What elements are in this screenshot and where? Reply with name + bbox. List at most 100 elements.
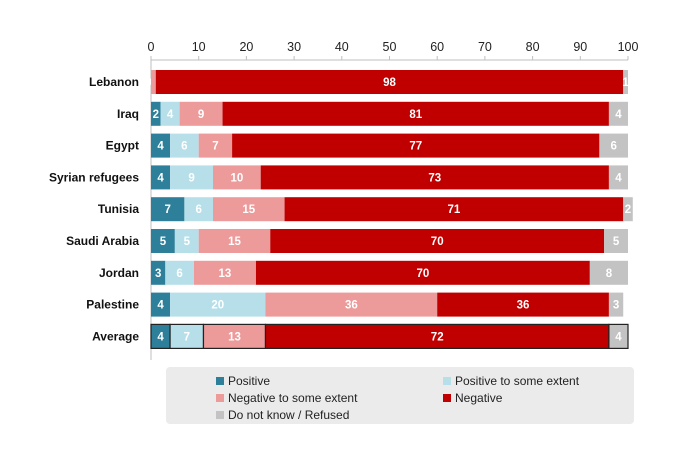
category-label: Palestine bbox=[86, 298, 139, 312]
legend-swatch bbox=[216, 411, 224, 419]
bar-value-label: 13 bbox=[228, 331, 241, 343]
x-tick-label: 50 bbox=[383, 40, 397, 54]
legend-label: Negative to some extent bbox=[228, 391, 358, 405]
bar-value-label: 36 bbox=[345, 300, 358, 312]
x-tick-label: 100 bbox=[618, 40, 639, 54]
bar-value-label: 6 bbox=[195, 204, 201, 216]
bar-segment bbox=[193, 260, 256, 285]
x-tick-label: 30 bbox=[287, 40, 301, 54]
legend-swatch bbox=[443, 377, 451, 385]
bar-value-label: 6 bbox=[176, 268, 182, 280]
bar-segment bbox=[437, 292, 609, 317]
bar-segment bbox=[608, 292, 624, 317]
bar-segment bbox=[255, 260, 590, 285]
x-tick-label: 90 bbox=[573, 40, 587, 54]
bar-value-label: 7 bbox=[212, 141, 218, 153]
bar-value-label: 2 bbox=[153, 109, 159, 121]
bar-segment bbox=[169, 323, 205, 349]
legend-label: Positive bbox=[228, 374, 270, 388]
bar-segment bbox=[151, 260, 166, 285]
bar-value-label: 72 bbox=[431, 331, 444, 343]
bar-segment bbox=[151, 133, 171, 158]
category-label: Syrian refugees bbox=[49, 170, 139, 184]
bar-value-label: 2 bbox=[625, 204, 631, 216]
bars: 0019812498144677764910734761571255157053… bbox=[150, 70, 633, 349]
category-labels: Lebanon Iraq Egypt Syrian refugees Tunisia Sa… bbox=[49, 75, 139, 343]
bar-value-label: 5 bbox=[184, 236, 191, 248]
bar-value-label: 71 bbox=[447, 204, 460, 216]
bar-value-label: 77 bbox=[409, 141, 422, 153]
bar-segment bbox=[151, 229, 175, 253]
x-tick-label: 0 bbox=[148, 40, 155, 54]
bar-segment bbox=[170, 133, 199, 158]
bar-segment bbox=[623, 70, 628, 94]
bar-segment bbox=[160, 101, 180, 126]
category-label: Egypt bbox=[106, 139, 139, 153]
bar-segment bbox=[170, 292, 266, 317]
bar-value-label: 8 bbox=[606, 268, 613, 280]
bar-segment bbox=[179, 101, 223, 126]
bar-segment bbox=[202, 323, 267, 349]
x-tick-label: 60 bbox=[430, 40, 444, 54]
bar-segment bbox=[608, 323, 629, 349]
bar-value-label: 4 bbox=[157, 172, 164, 184]
category-label: Jordan bbox=[99, 266, 139, 280]
bar-value-label: 9 bbox=[188, 172, 194, 184]
category-label: Iraq bbox=[117, 107, 139, 121]
bar-segment bbox=[151, 165, 171, 190]
bar-segment bbox=[222, 101, 609, 126]
bar-value-label: 4 bbox=[157, 141, 164, 153]
bar-value-label: 4 bbox=[615, 172, 622, 184]
bar-value-label: 4 bbox=[167, 109, 174, 121]
x-tick-label: 80 bbox=[526, 40, 540, 54]
legend-box bbox=[166, 367, 634, 424]
legend-label: Positive to some extent bbox=[455, 374, 580, 388]
bar-segment bbox=[170, 165, 214, 190]
bar-value-label: 7 bbox=[184, 331, 190, 343]
category-label: Average bbox=[92, 329, 139, 343]
bar-segment bbox=[599, 133, 628, 158]
legend: Positive Positive to some extent Negative … bbox=[166, 367, 634, 424]
bar-segment bbox=[184, 197, 214, 222]
bar-value-label: 3 bbox=[613, 300, 619, 312]
bar-value-label: 15 bbox=[242, 204, 255, 216]
bar-segment bbox=[265, 292, 438, 317]
bar-value-label: 6 bbox=[181, 141, 187, 153]
bar-segment bbox=[260, 165, 609, 190]
legend-swatch bbox=[216, 377, 224, 385]
x-tick-label: 40 bbox=[335, 40, 349, 54]
bar-segment bbox=[151, 101, 161, 126]
legend-label: Do not know / Refused bbox=[228, 408, 349, 422]
x-tick-label: 10 bbox=[192, 40, 206, 54]
bar-segment bbox=[232, 133, 600, 158]
bar-segment bbox=[198, 229, 271, 253]
bar-value-label: 10 bbox=[230, 172, 243, 184]
bar-segment bbox=[155, 70, 624, 94]
bar-segment bbox=[270, 229, 605, 253]
bar-value-label: 3 bbox=[155, 268, 161, 280]
bar-value-label: 5 bbox=[160, 236, 167, 248]
bar-segment bbox=[151, 70, 156, 94]
bar-value-label: 13 bbox=[219, 268, 232, 280]
bar-value-label: 6 bbox=[610, 141, 616, 153]
bar-segment bbox=[623, 197, 633, 222]
bar-value-label: 5 bbox=[613, 236, 620, 248]
bar-segment bbox=[589, 260, 628, 285]
bar-value-label: 81 bbox=[409, 109, 422, 121]
legend-swatch bbox=[443, 394, 451, 402]
bar-value-label: 4 bbox=[615, 109, 622, 121]
legend-swatch bbox=[216, 394, 224, 402]
bar-value-label: 98 bbox=[383, 77, 396, 89]
bar-value-label: 9 bbox=[198, 109, 204, 121]
bar-segment bbox=[198, 133, 233, 158]
bar-segment bbox=[174, 229, 199, 253]
bar-value-label: 70 bbox=[416, 268, 429, 280]
bar-value-label: 4 bbox=[615, 331, 622, 343]
bar-value-label: 4 bbox=[157, 300, 164, 312]
bar-segment bbox=[284, 197, 624, 222]
bar-value-label: 7 bbox=[164, 204, 170, 216]
bar-value-label: 36 bbox=[517, 300, 530, 312]
bar-segment bbox=[608, 101, 628, 126]
bar-segment bbox=[604, 229, 628, 253]
